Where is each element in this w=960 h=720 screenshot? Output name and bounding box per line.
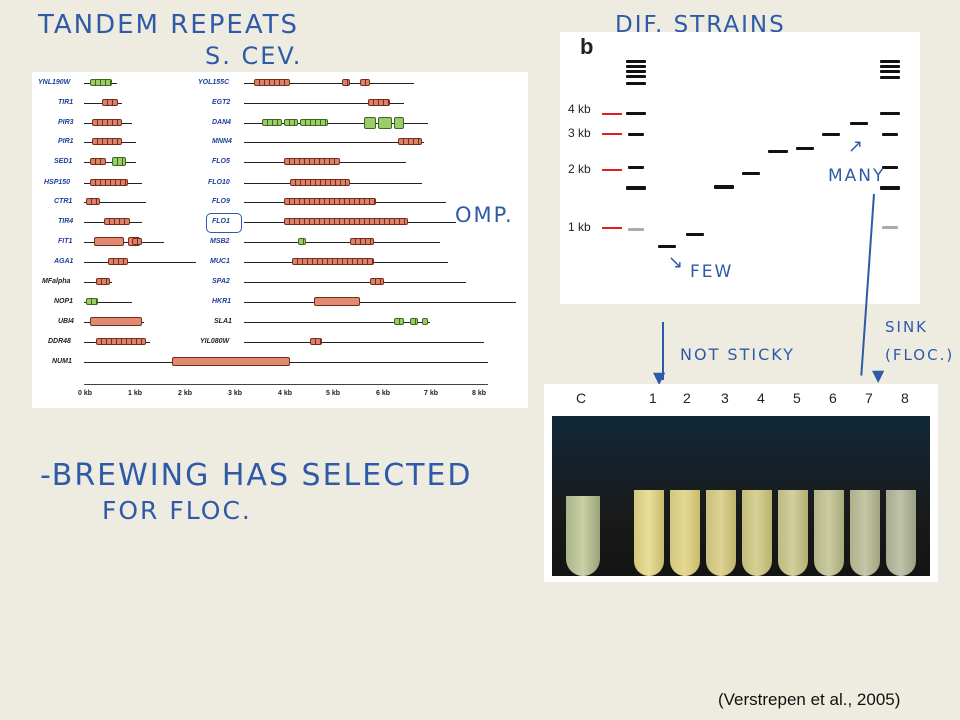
gene-label: SPA2 <box>212 278 230 285</box>
gene-label: MNN4 <box>212 138 232 145</box>
few-arrow-icon: ↘ <box>668 252 686 273</box>
citation: (Verstrepen et al., 2005) <box>718 690 901 709</box>
tube-label: 2 <box>683 390 691 406</box>
annotation-sink: SINK <box>885 318 929 336</box>
tube-photo-panel: C 1 2 3 4 5 6 7 8 <box>544 384 938 582</box>
gene-label: PIR3 <box>58 119 74 126</box>
gene-label: NUM1 <box>52 358 72 365</box>
gene-label: HKR1 <box>212 298 232 305</box>
annotation-s-cerv: S. CEV. <box>205 42 303 70</box>
gene-label: DAN4 <box>212 119 232 126</box>
gene-label: TIR4 <box>58 218 74 225</box>
annotation-omp: OMP. <box>455 203 514 227</box>
gene-label: FLO1 <box>212 218 230 225</box>
gene-label: EGT2 <box>212 99 231 106</box>
gene-label: YOL155C <box>198 79 230 86</box>
annotation-brewing-line2: FOR FLOC. <box>102 496 252 525</box>
tube-photo-background <box>552 416 930 576</box>
gene-label: SED1 <box>54 158 73 165</box>
gene-label: MUC1 <box>210 258 230 265</box>
axis-tick-label: 5 kb <box>326 390 341 397</box>
gene-label: FLO5 <box>212 158 230 165</box>
gene-label: MFalpha <box>42 278 71 285</box>
tube-label: 1 <box>649 390 657 406</box>
tube-label: 7 <box>865 390 873 406</box>
tube-label: 5 <box>793 390 801 406</box>
marker-label: 3 kb <box>568 126 591 140</box>
gene-label: FLO10 <box>208 179 230 186</box>
not-sticky-arrowhead-icon: ▼ <box>653 368 668 387</box>
axis-tick-label: 2 kb <box>178 390 193 397</box>
annotation-floc: (FLOC.) <box>885 346 955 364</box>
gene-label: AGA1 <box>54 258 74 265</box>
axis-tick-label: 8 kb <box>472 390 487 397</box>
axis-tick-label: 0 kb <box>78 390 93 397</box>
kb-axis <box>84 384 488 385</box>
annotation-tandem-repeats: TANDEM REPEATS <box>38 10 299 40</box>
tube-label: 4 <box>757 390 765 406</box>
gene-label: DDR48 <box>48 338 71 345</box>
gene-label: NOP1 <box>54 298 74 305</box>
gene-label: SLA1 <box>214 318 232 325</box>
axis-tick-label: 1 kb <box>128 390 143 397</box>
flo1-highlight-circle <box>206 213 242 233</box>
tube-label: 6 <box>829 390 837 406</box>
axis-tick-label: 6 kb <box>376 390 391 397</box>
gene-label: PIR1 <box>58 138 74 145</box>
gene-label: FLO9 <box>212 198 230 205</box>
marker-label: 4 kb <box>568 102 591 116</box>
gene-label: UBI4 <box>58 318 74 325</box>
axis-tick-label: 4 kb <box>278 390 293 397</box>
gene-label: FIT1 <box>58 238 73 245</box>
many-arrow-icon: ↗ <box>848 136 866 157</box>
marker-label: 2 kb <box>568 162 591 176</box>
axis-tick-label: 3 kb <box>228 390 243 397</box>
annotation-many: MANY <box>828 166 886 186</box>
gene-label: CTR1 <box>54 198 73 205</box>
tube-label: C <box>576 390 587 406</box>
gene-label: YIL080W <box>200 338 230 345</box>
tube-label: 8 <box>901 390 909 406</box>
not-sticky-arrow-icon <box>662 322 664 380</box>
annotation-few: FEW <box>690 262 734 282</box>
gene-label: HSP150 <box>44 179 71 186</box>
gene-label: YNL190W <box>38 79 71 86</box>
tube-label: 3 <box>721 390 729 406</box>
gel-panel: b 4 kb 3 kb 2 kb 1 kb <box>560 32 920 304</box>
gene-label: MSB2 <box>210 238 230 245</box>
axis-tick-label: 7 kb <box>424 390 439 397</box>
repeat-figure-panel: YNL190W TIR1 PIR3 PIR1 SED1 HSP150 CTR1 … <box>32 72 528 408</box>
gel-panel-letter: b <box>580 34 594 59</box>
marker-label: 1 kb <box>568 220 591 234</box>
sink-arrowhead-icon: ▼ <box>872 366 887 385</box>
annotation-not-sticky: NOT STICKY <box>680 345 795 364</box>
gene-label: TIR1 <box>58 99 74 106</box>
annotation-brewing-line1: -BREWING HAS SELECTED <box>40 458 473 493</box>
